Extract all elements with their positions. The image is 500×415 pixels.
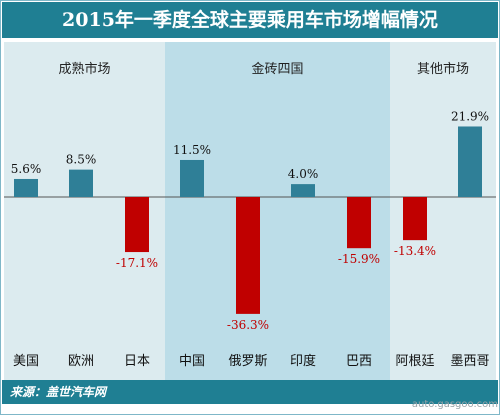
- data-label-7: -13.4%: [394, 244, 436, 258]
- category-label-3: 中国: [179, 354, 205, 369]
- data-label-0: 5.6%: [11, 162, 42, 176]
- watermark: auto.gasgoo.com: [411, 399, 498, 410]
- source-bar: 来源：盖世汽车网: [2, 380, 498, 404]
- group-label-mature: 成熟市场: [58, 62, 111, 77]
- data-label-2: -17.1%: [116, 256, 158, 270]
- title-bar: 2015年一季度全球主要乘用车市场增幅情况: [2, 2, 498, 38]
- bar-7: [403, 197, 427, 241]
- bar-1: [69, 169, 93, 197]
- category-label-8: 墨西哥: [450, 354, 489, 369]
- category-label-5: 印度: [290, 353, 316, 369]
- category-label-6: 巴西: [346, 354, 372, 369]
- data-label-8: 21.9%: [451, 109, 489, 123]
- bar-3: [180, 159, 204, 197]
- category-label-2: 日本: [124, 354, 150, 369]
- data-label-1: 8.5%: [66, 153, 97, 167]
- category-label-4: 俄罗斯: [228, 354, 267, 369]
- bar-2: [125, 197, 149, 253]
- data-label-4: -36.3%: [227, 318, 269, 332]
- data-label-5: 4.0%: [288, 167, 319, 181]
- chart-title: 2015年一季度全球主要乘用车市场增幅情况: [62, 9, 438, 31]
- category-label-7: 阿根廷: [395, 354, 434, 369]
- bar-4: [236, 197, 260, 314]
- bar-5: [291, 184, 315, 197]
- bar-8: [458, 126, 482, 197]
- category-label-1: 欧洲: [68, 354, 94, 369]
- bar-6: [347, 197, 371, 249]
- source-text: 来源：盖世汽车网: [10, 385, 107, 399]
- group-label-other: 其他市场: [416, 62, 469, 77]
- bar-0: [14, 178, 38, 197]
- category-label-0: 美国: [13, 354, 39, 369]
- group-label-bric: 金砖四国: [251, 62, 304, 77]
- data-label-6: -15.9%: [338, 252, 380, 266]
- data-label-3: 11.5%: [173, 143, 211, 157]
